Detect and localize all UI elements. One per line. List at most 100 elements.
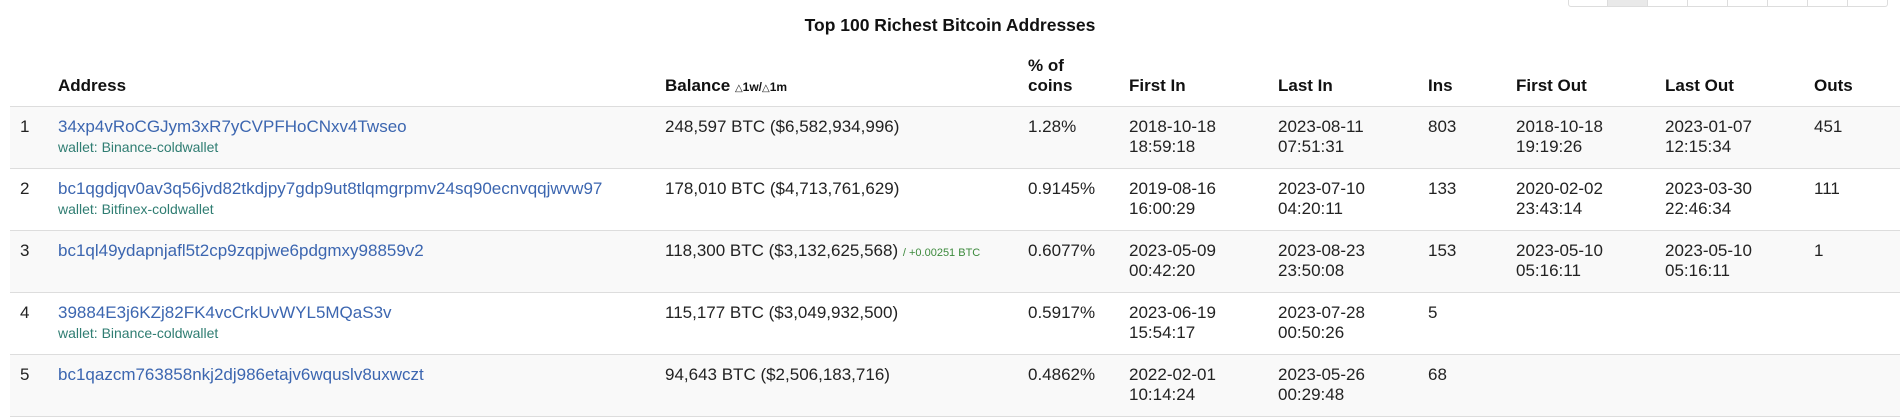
address-link[interactable]: bc1qgdjqv0av3q56jvd82tkdjpy7gdp9ut8tlqmg… [58, 178, 603, 198]
outs-cell: 451 [1814, 106, 1900, 169]
header-percent-coins[interactable]: % of coins [1028, 50, 1129, 107]
last-out-date: 2023-05-10 [1665, 240, 1752, 260]
outs-cell: 111 [1814, 168, 1900, 231]
page-button[interactable] [1568, 0, 1608, 7]
ins-cell: 803 [1428, 106, 1516, 169]
header-pct-line1: % of [1028, 55, 1064, 75]
last-in-time: 04:20:11 [1278, 198, 1343, 218]
table-row: 2 bc1qgdjqv0av3q56jvd82tkdjpy7gdp9ut8tlq… [10, 168, 1900, 231]
first-in-cell: 2022-02-01 10:14:24 [1129, 354, 1278, 417]
delta-icon: △ [761, 82, 770, 94]
last-out-cell [1665, 292, 1814, 355]
balance-value: 118,300 BTC ($3,132,625,568) [665, 240, 899, 260]
header-last-in[interactable]: Last In [1278, 50, 1428, 107]
header-first-out[interactable]: First Out [1516, 50, 1665, 107]
balance-cell: 178,010 BTC ($4,713,761,629) [665, 168, 1028, 231]
table-row: 3 bc1ql49ydapnjafl5t2cp9zqpjwe6pdgmxy988… [10, 230, 1900, 293]
pct-cell: 0.6077% [1028, 230, 1129, 293]
first-out-time: 05:16:11 [1516, 260, 1581, 280]
balance-change: / +0.00251 BTC [902, 246, 981, 259]
delta-icon: △ [734, 82, 743, 94]
page-button[interactable] [1768, 0, 1808, 7]
last-out-date: 2023-03-30 [1665, 178, 1752, 198]
row-rank: 4 [10, 292, 58, 355]
page-button[interactable] [1728, 0, 1768, 7]
ins-cell: 5 [1428, 292, 1516, 355]
first-in-time: 18:59:18 [1129, 136, 1196, 156]
first-in-date: 2022-02-01 [1129, 364, 1216, 384]
page-button[interactable] [1648, 0, 1688, 7]
first-out-date: 2020-02-02 [1516, 178, 1603, 198]
page-button[interactable] [1688, 0, 1728, 7]
page-title: Top 100 Richest Bitcoin Addresses [804, 15, 1096, 35]
page-button[interactable] [1848, 0, 1888, 7]
table-body: 1 34xp4vRoCGJym3xR7yCVPFHoCNxv4Twseo wal… [10, 106, 1900, 417]
pct-cell: 0.9145% [1028, 168, 1129, 231]
table-row: 4 39884E3j6KZj82FK4vcCrkUvWYL5MQaS3v wal… [10, 292, 1900, 355]
last-out-cell: 2023-03-30 22:46:34 [1665, 168, 1814, 231]
first-out-date: 2023-05-10 [1516, 240, 1603, 260]
ins-cell: 68 [1428, 354, 1516, 417]
page-button-active[interactable] [1608, 0, 1648, 7]
first-out-date: 2018-10-18 [1516, 116, 1603, 136]
first-out-time: 23:43:14 [1516, 198, 1583, 218]
header-balance-label: Balance [665, 75, 731, 95]
pct-cell: 0.5917% [1028, 292, 1129, 355]
first-in-date: 2023-06-19 [1129, 302, 1216, 322]
delta-month: 1m [769, 79, 788, 94]
ins-cell: 153 [1428, 230, 1516, 293]
last-in-time: 23:50:08 [1278, 260, 1345, 280]
last-out-time: 22:46:34 [1665, 198, 1732, 218]
address-link[interactable]: bc1ql49ydapnjafl5t2cp9zqpjwe6pdgmxy98859… [58, 240, 424, 260]
address-cell: bc1qgdjqv0av3q56jvd82tkdjpy7gdp9ut8tlqmg… [58, 168, 665, 231]
header-ins[interactable]: Ins [1428, 50, 1516, 107]
table-row: 5 bc1qazcm763858nkj2dj986etajv6wquslv8ux… [10, 354, 1900, 417]
table-row: 1 34xp4vRoCGJym3xR7yCVPFHoCNxv4Twseo wal… [10, 106, 1900, 169]
wallet-label: wallet: Binance-coldwallet [58, 324, 219, 341]
last-in-date: 2023-07-10 [1278, 178, 1365, 198]
balance-cell: 94,643 BTC ($2,506,183,716) [665, 354, 1028, 417]
first-out-cell: 2023-05-10 05:16:11 [1516, 230, 1665, 293]
last-in-date: 2023-08-23 [1278, 240, 1365, 260]
last-out-cell: 2023-05-10 05:16:11 [1665, 230, 1814, 293]
first-in-date: 2018-10-18 [1129, 116, 1216, 136]
header-outs[interactable]: Outs [1814, 50, 1900, 107]
last-in-cell: 2023-08-11 07:51:31 [1278, 106, 1428, 169]
last-in-cell: 2023-05-26 00:29:48 [1278, 354, 1428, 417]
header-last-out[interactable]: Last Out [1665, 50, 1814, 107]
address-cell: bc1qazcm763858nkj2dj986etajv6wquslv8uxwc… [58, 354, 665, 417]
last-out-date: 2023-01-07 [1665, 116, 1752, 136]
header-first-in[interactable]: First In [1129, 50, 1278, 107]
address-cell: 39884E3j6KZj82FK4vcCrkUvWYL5MQaS3v walle… [58, 292, 665, 355]
last-in-time: 00:50:26 [1278, 322, 1345, 342]
last-in-date: 2023-08-11 [1278, 116, 1364, 136]
row-rank: 1 [10, 106, 58, 169]
outs-cell: 1 [1814, 230, 1900, 293]
last-in-time: 07:51:31 [1278, 136, 1345, 156]
row-rank: 5 [10, 354, 58, 417]
balance-value: 115,177 BTC ($3,049,932,500) [665, 302, 899, 322]
header-address[interactable]: Address [58, 50, 665, 107]
last-out-time: 05:16:11 [1665, 260, 1730, 280]
first-in-time: 15:54:17 [1129, 322, 1196, 342]
last-in-cell: 2023-07-10 04:20:11 [1278, 168, 1428, 231]
row-rank: 3 [10, 230, 58, 293]
wallet-label: wallet: Binance-coldwallet [58, 138, 219, 155]
header-pct-line2: coins [1028, 75, 1073, 95]
last-out-time: 12:15:34 [1665, 136, 1732, 156]
balance-cell: 115,177 BTC ($3,049,932,500) [665, 292, 1028, 355]
address-link[interactable]: 39884E3j6KZj82FK4vcCrkUvWYL5MQaS3v [58, 302, 392, 322]
rich-list-table: Address Balance △1w/△1m % of coins First… [10, 50, 1900, 417]
address-link[interactable]: bc1qazcm763858nkj2dj986etajv6wquslv8uxwc… [58, 364, 424, 384]
header-rank [10, 50, 58, 107]
header-balance[interactable]: Balance △1w/△1m [665, 50, 1028, 107]
first-out-cell: 2020-02-02 23:43:14 [1516, 168, 1665, 231]
balance-value: 94,643 BTC ($2,506,183,716) [665, 364, 890, 384]
first-in-time: 16:00:29 [1129, 198, 1196, 218]
header-row: Address Balance △1w/△1m % of coins First… [10, 50, 1900, 107]
last-out-cell: 2023-01-07 12:15:34 [1665, 106, 1814, 169]
address-link[interactable]: 34xp4vRoCGJym3xR7yCVPFHoCNxv4Twseo [58, 116, 407, 136]
first-in-cell: 2023-05-09 00:42:20 [1129, 230, 1278, 293]
page-button[interactable] [1808, 0, 1848, 7]
first-in-time: 00:42:20 [1129, 260, 1196, 280]
